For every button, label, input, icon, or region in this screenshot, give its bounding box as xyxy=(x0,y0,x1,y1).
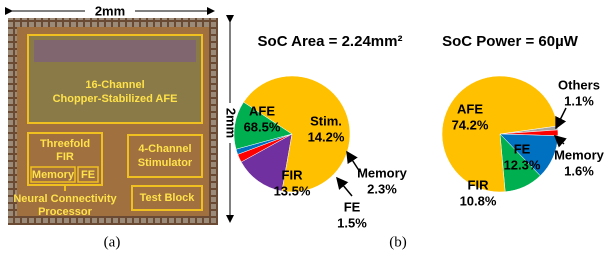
caption: (a) xyxy=(104,234,121,250)
slice-label: Memory xyxy=(357,165,408,180)
width-label: 2mm xyxy=(95,3,125,18)
slice-label: AFE xyxy=(249,103,275,118)
slice-value: 1.5% xyxy=(337,215,367,230)
slice-value: 1.6% xyxy=(564,163,594,178)
callout xyxy=(337,178,352,196)
slice-value: 10.8% xyxy=(460,193,497,208)
fir-label: Threefold xyxy=(40,138,90,150)
caption: (b) xyxy=(389,234,407,250)
stim-label: 4-Channel xyxy=(138,143,191,155)
callout xyxy=(556,108,566,128)
slice-value: 68.5% xyxy=(244,119,281,134)
die-photo: 2mm 2mm 16-Channel Chopper-Stabilized AF… xyxy=(8,3,239,225)
memory-label: Memory xyxy=(32,169,75,181)
slice-value: 14.2% xyxy=(308,129,345,144)
afe-texture xyxy=(34,40,196,62)
afe-label: 16-Channel xyxy=(85,79,144,91)
ncp-label: Processor xyxy=(38,206,93,218)
slice-value: 13.5% xyxy=(274,183,311,198)
test-label: Test Block xyxy=(140,192,196,204)
stim-label: Stimulator xyxy=(138,157,193,169)
slice-label: AFE xyxy=(457,101,483,116)
slice-value: 2.3% xyxy=(367,181,397,196)
ncp-label: Neural Connectivity xyxy=(13,193,117,205)
chart-title: SoC Area = 2.24mm² xyxy=(258,33,403,50)
slice-label: Others xyxy=(558,77,600,92)
slice-label: FE xyxy=(514,141,531,156)
slice-label: FIR xyxy=(282,167,304,182)
afe-label: Chopper-Stabilized AFE xyxy=(53,93,178,105)
slice-value: 12.3% xyxy=(504,157,541,172)
slice-value: 74.2% xyxy=(452,117,489,132)
slice-label: Stim. xyxy=(310,113,342,128)
slice-label: FIR xyxy=(468,177,490,192)
fe-label: FE xyxy=(81,169,95,181)
slice-value: 1.1% xyxy=(564,93,594,108)
callout xyxy=(347,152,360,172)
chart-title: SoC Power = 60µW xyxy=(442,33,579,50)
figure: 2mm 2mm 16-Channel Chopper-Stabilized AF… xyxy=(0,0,607,255)
fir-label: FIR xyxy=(56,151,74,163)
slice-label: FE xyxy=(344,199,361,214)
slice-label: Memory xyxy=(554,147,605,162)
